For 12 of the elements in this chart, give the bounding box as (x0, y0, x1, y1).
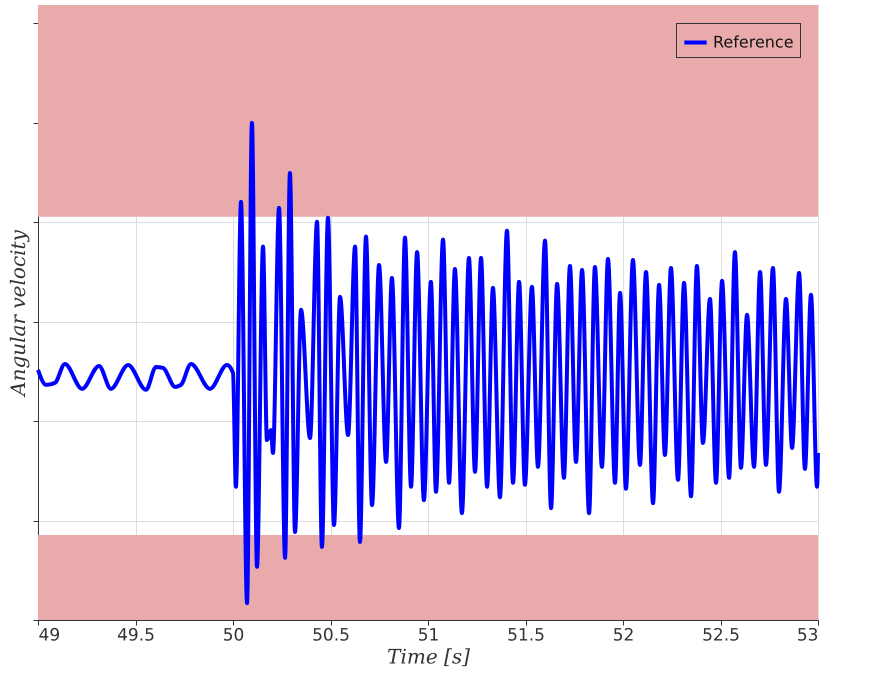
x-tick-label: 52 (612, 626, 634, 646)
legend-label: Reference (713, 32, 794, 52)
x-tick-label: 49 (38, 626, 60, 646)
y-axis-title: Angular velocity (6, 229, 30, 398)
x-tick-label: 49.5 (117, 626, 155, 646)
x-tick-label: 51 (418, 626, 440, 646)
x-tick-label: 50 (222, 626, 244, 646)
x-tick-label: 51.5 (507, 626, 545, 646)
x-tick-label: 52.5 (702, 626, 740, 646)
x-tick-label: 53 (796, 626, 818, 646)
x-axis-title: Time [s] (387, 644, 470, 668)
x-tick-label: 50.5 (312, 626, 350, 646)
